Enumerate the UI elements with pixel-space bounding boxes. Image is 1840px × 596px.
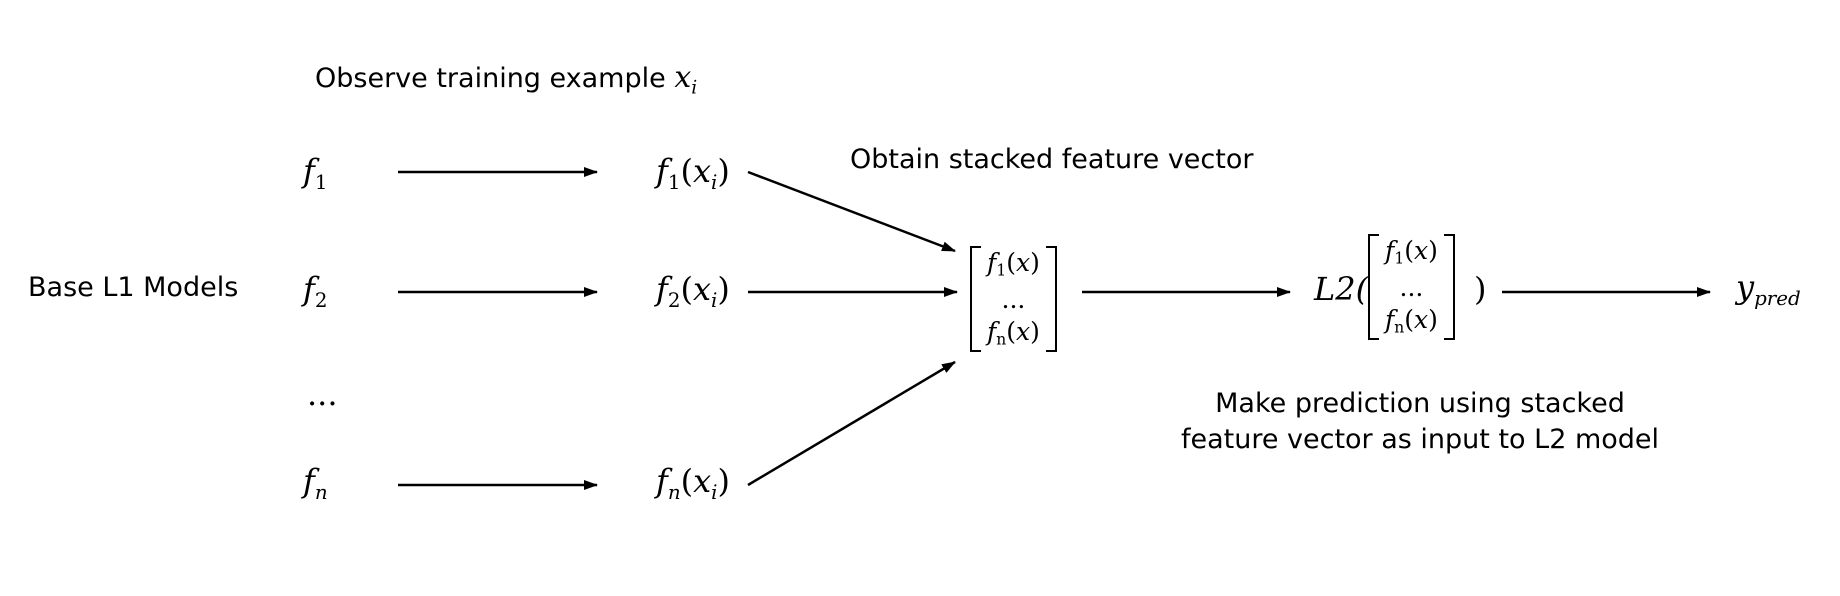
output-fnx: fn(xi): [656, 462, 730, 504]
model-ellipsis: ...: [307, 375, 338, 413]
predict-caption-line1: Make prediction using stacked: [1215, 388, 1625, 419]
l2-close-paren: ): [1474, 270, 1487, 308]
vector-bot: fn(x): [987, 317, 1040, 349]
vector-mid: ...: [1001, 284, 1026, 314]
vector-top: f1(x): [987, 248, 1040, 280]
l2-vector: f1(x) ... fn(x): [1368, 234, 1455, 340]
stacked-vector: f1(x) ... fn(x): [970, 246, 1057, 352]
model-fn: fn: [303, 462, 328, 504]
l2-vector-bot: fn(x): [1385, 305, 1438, 337]
observe-var: xi: [674, 60, 698, 99]
observe-label: Observe training example xi: [315, 60, 698, 99]
base-models-label: Base L1 Models: [28, 272, 239, 303]
output-f2x: f2(xi): [656, 270, 730, 312]
arrow-fnx-to-vector: [747, 360, 956, 487]
stacked-label: Obtain stacked feature vector: [850, 144, 1254, 175]
output-f1x: f1(xi): [656, 152, 730, 194]
l2-vector-top: f1(x): [1385, 236, 1438, 268]
model-f2: f2: [303, 270, 328, 312]
l2-label: L2(: [1314, 270, 1369, 308]
arrow-f1x-to-vector: [747, 170, 956, 253]
l2-vector-mid: ...: [1399, 272, 1424, 302]
predict-caption-line2: feature vector as input to L2 model: [1180, 424, 1660, 455]
prediction-output: ypred: [1736, 268, 1801, 310]
model-f1: f1: [303, 152, 328, 194]
